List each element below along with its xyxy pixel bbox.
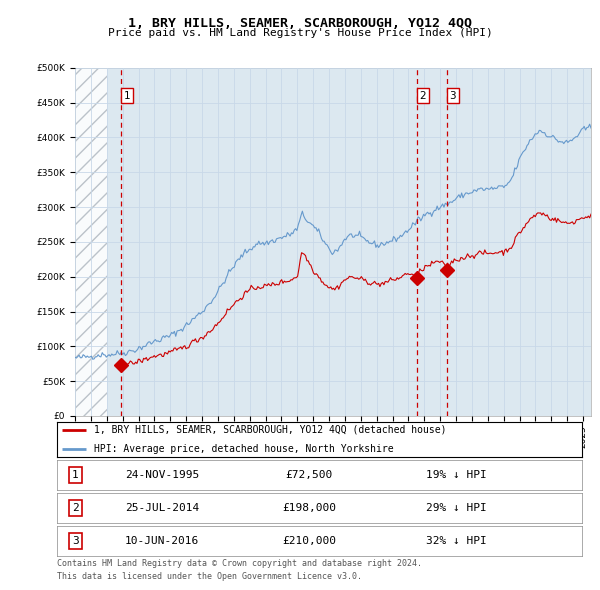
Text: 29% ↓ HPI: 29% ↓ HPI — [425, 503, 487, 513]
Bar — [75, 68, 107, 416]
Text: 10-JUN-2016: 10-JUN-2016 — [125, 536, 199, 546]
Text: 2: 2 — [419, 91, 427, 101]
Text: This data is licensed under the Open Government Licence v3.0.: This data is licensed under the Open Gov… — [57, 572, 362, 581]
Text: 3: 3 — [72, 536, 79, 546]
Text: 2: 2 — [72, 503, 79, 513]
Text: £210,000: £210,000 — [282, 536, 336, 546]
Text: 32% ↓ HPI: 32% ↓ HPI — [425, 536, 487, 546]
Text: 1, BRY HILLS, SEAMER, SCARBOROUGH, YO12 4QQ: 1, BRY HILLS, SEAMER, SCARBOROUGH, YO12 … — [128, 17, 472, 30]
Text: 3: 3 — [449, 91, 456, 101]
Text: 1, BRY HILLS, SEAMER, SCARBOROUGH, YO12 4QQ (detached house): 1, BRY HILLS, SEAMER, SCARBOROUGH, YO12 … — [94, 425, 446, 435]
Text: 24-NOV-1995: 24-NOV-1995 — [125, 470, 199, 480]
Text: 1: 1 — [124, 91, 130, 101]
Text: £72,500: £72,500 — [286, 470, 332, 480]
Text: Contains HM Land Registry data © Crown copyright and database right 2024.: Contains HM Land Registry data © Crown c… — [57, 559, 422, 568]
Text: 25-JUL-2014: 25-JUL-2014 — [125, 503, 199, 513]
Text: HPI: Average price, detached house, North Yorkshire: HPI: Average price, detached house, Nort… — [94, 444, 394, 454]
Text: 19% ↓ HPI: 19% ↓ HPI — [425, 470, 487, 480]
Text: 1: 1 — [72, 470, 79, 480]
Text: Price paid vs. HM Land Registry's House Price Index (HPI): Price paid vs. HM Land Registry's House … — [107, 28, 493, 38]
Text: £198,000: £198,000 — [282, 503, 336, 513]
